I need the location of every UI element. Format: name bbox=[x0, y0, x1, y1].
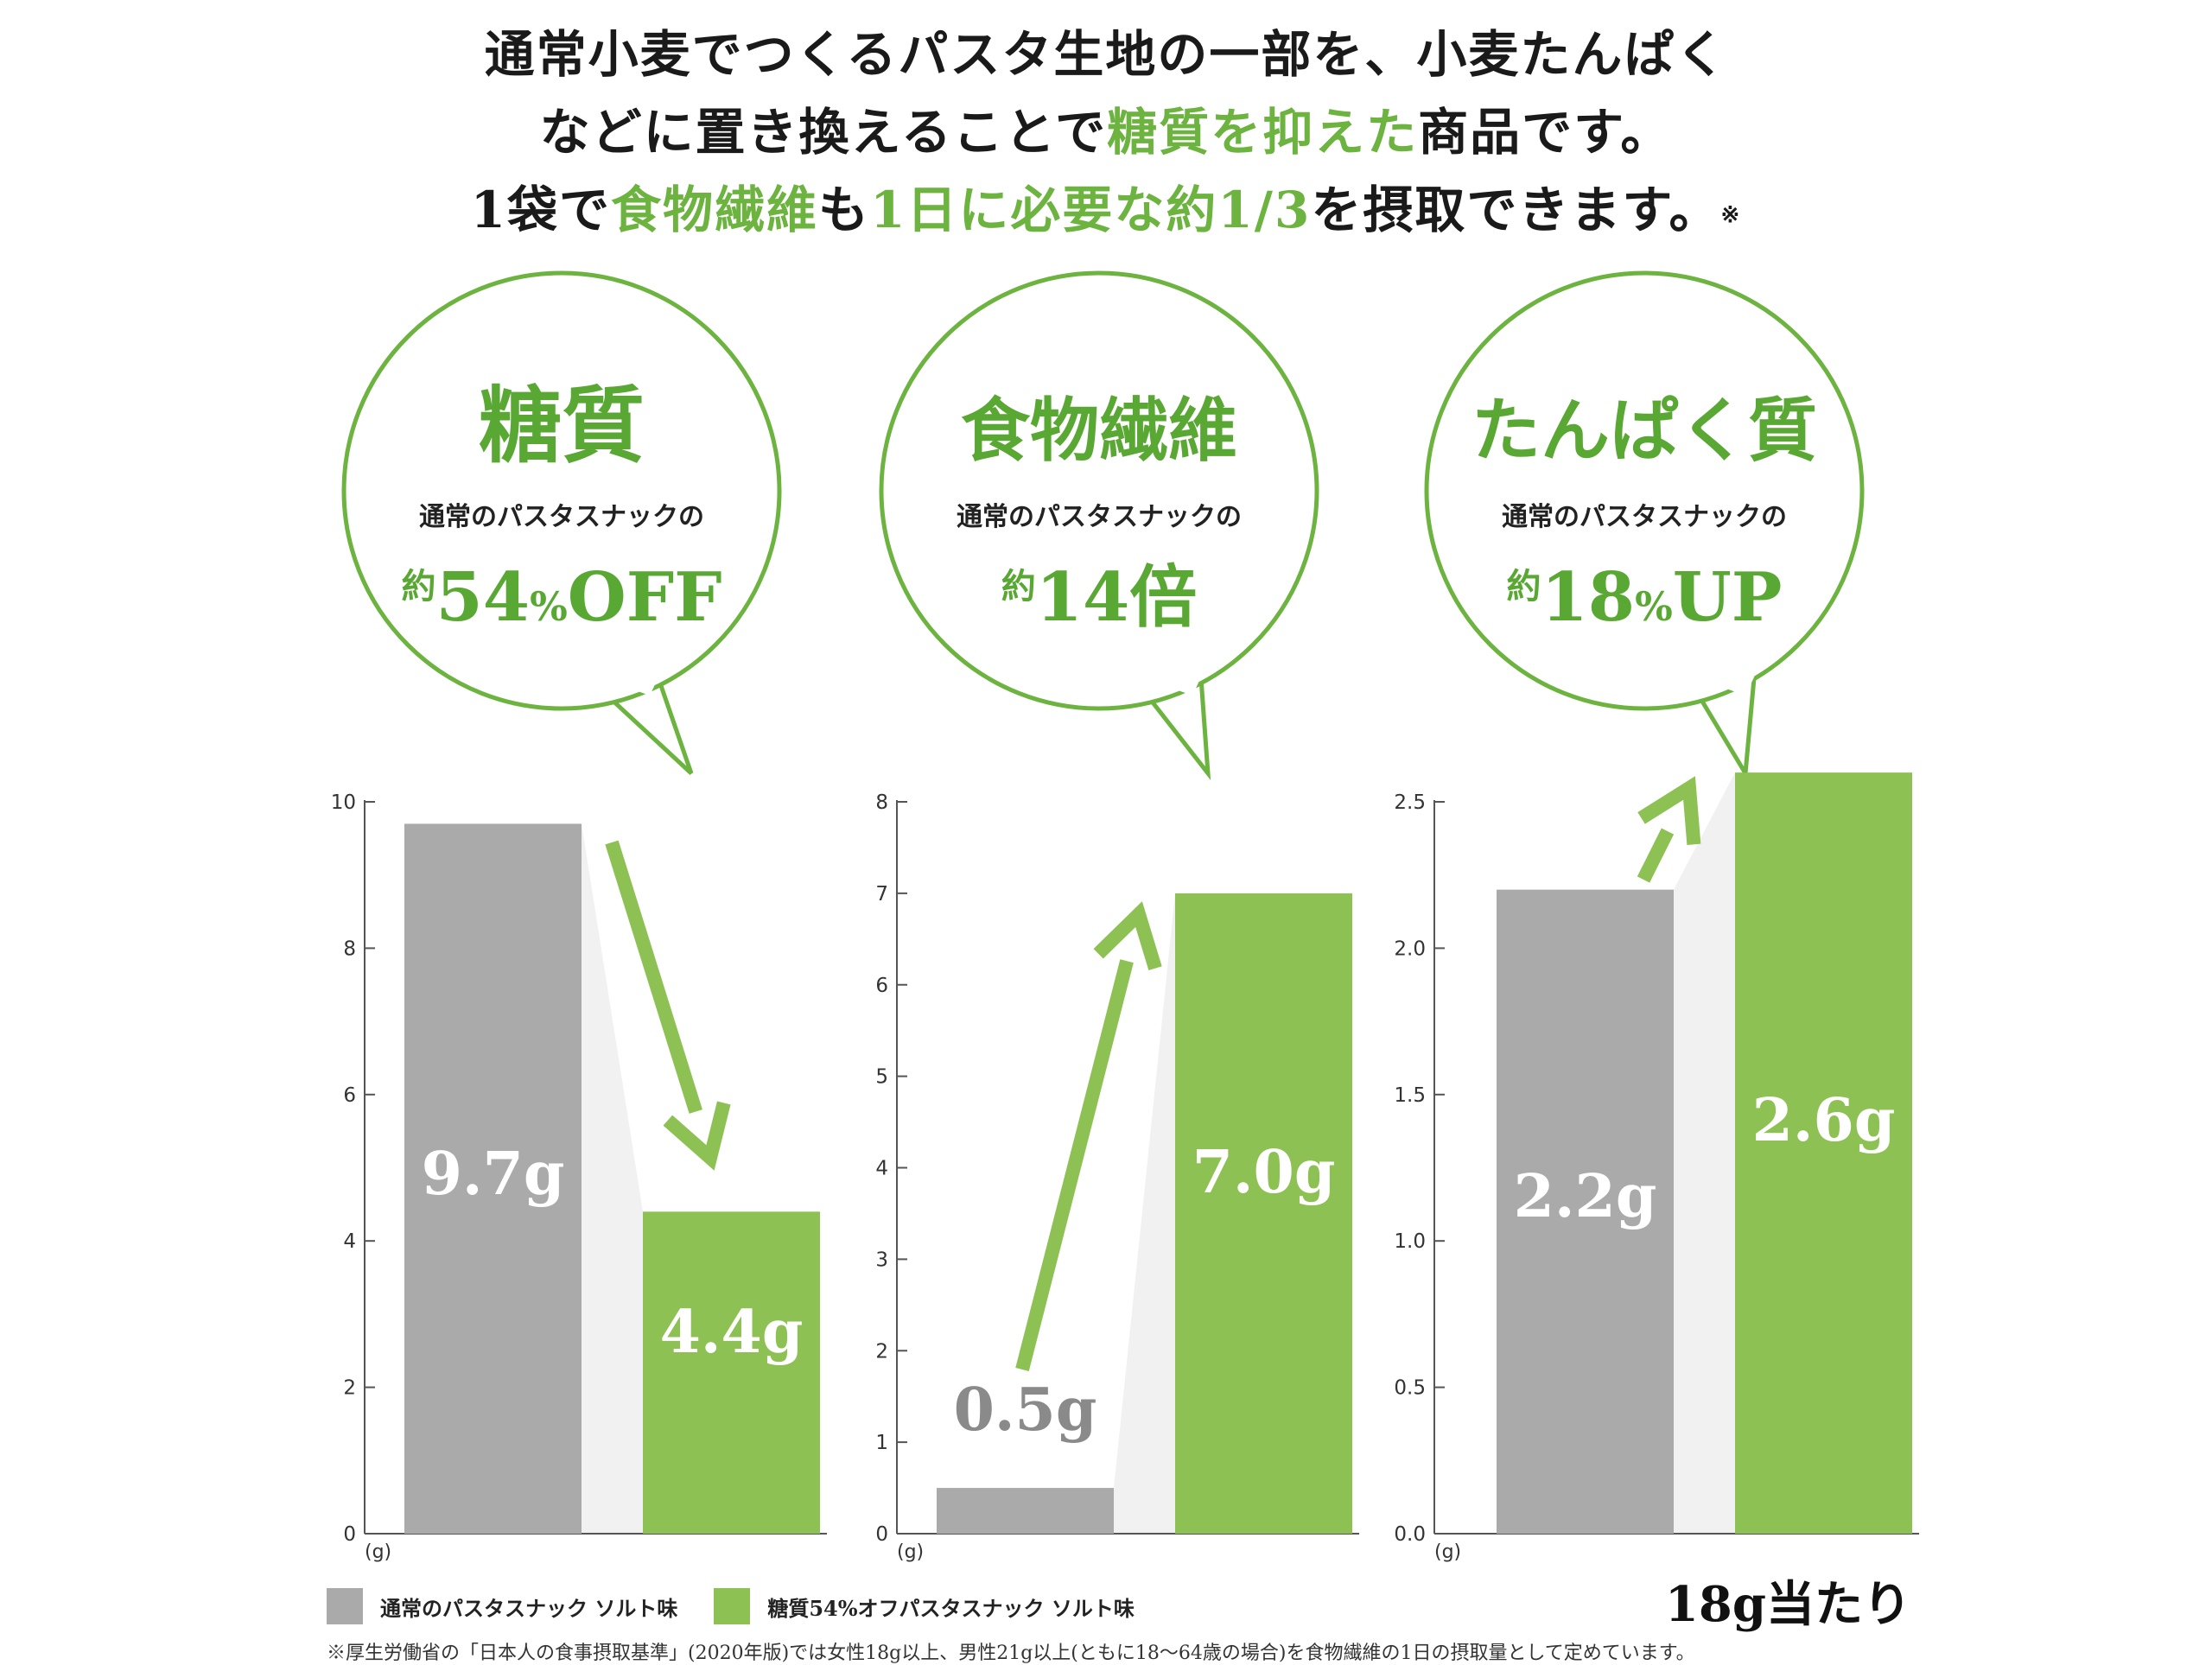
intro-line-2-a: などに置き換えることで bbox=[539, 103, 1108, 162]
y-tick-label: 0 bbox=[875, 1523, 888, 1546]
intro-note-mark: ※ bbox=[1720, 202, 1742, 228]
per-serving-label: 18g当たり bbox=[1664, 1576, 1911, 1633]
y-tick-label: 2.5 bbox=[1394, 791, 1426, 814]
intro-line-2: などに置き換えることで糖質を抑えた商品です。 bbox=[0, 93, 2212, 171]
y-tick-label: 8 bbox=[343, 937, 356, 960]
trend-arrow-down bbox=[605, 840, 731, 1171]
legend-label-regular: 通常のパスタスナック ソルト味 bbox=[380, 1595, 678, 1621]
bar-low-carb bbox=[1175, 893, 1352, 1534]
intro-line-2-highlight: 糖質を抑えた bbox=[1107, 103, 1419, 162]
bar-regular bbox=[1497, 889, 1674, 1534]
trend-arrow-up-fiber bbox=[1015, 901, 1162, 1371]
bubble-highlight: 約54%OFF bbox=[402, 558, 722, 637]
bubble-title: たんぱく質 bbox=[1471, 390, 1817, 471]
y-unit-label: (g) bbox=[365, 1541, 391, 1563]
bubble-highlight: 約18%UP bbox=[1507, 558, 1783, 637]
legend-label-low-carb: 糖質54%オフパスタスナック ソルト味 bbox=[767, 1595, 1135, 1621]
bubble-title: 糖質 bbox=[479, 377, 645, 474]
legend: 通常のパスタスナック ソルト味 糖質54%オフパスタスナック ソルト味 bbox=[327, 1588, 1171, 1624]
y-tick-label: 7 bbox=[875, 883, 888, 906]
intro-line-3-a: 1袋で bbox=[470, 181, 612, 239]
y-tick-label: 2.0 bbox=[1394, 937, 1426, 960]
bubble-title: 食物繊維 bbox=[961, 390, 1237, 471]
intro-line-3: 1袋で食物繊維も1日に必要な約1/3を摂取できます。※ bbox=[0, 171, 2212, 249]
y-tick-label: 2 bbox=[875, 1340, 888, 1363]
y-tick-label: 10 bbox=[331, 791, 356, 814]
data-label-low-carb: 4.4g bbox=[660, 1298, 804, 1367]
legend-swatch-regular bbox=[327, 1588, 363, 1624]
y-tick-label: 2 bbox=[343, 1377, 356, 1400]
arrow-head bbox=[1093, 901, 1162, 971]
bubble-subtitle: 通常のパスタスナックの bbox=[1502, 502, 1787, 532]
intro-line-3-e: を摂取できます。 bbox=[1311, 181, 1721, 239]
data-label-regular: 0.5g bbox=[954, 1376, 1097, 1445]
bar-regular bbox=[937, 1488, 1114, 1534]
bubble-circle bbox=[1424, 270, 1865, 711]
bar-connector bbox=[1114, 893, 1175, 1534]
y-tick-label: 1 bbox=[875, 1432, 888, 1454]
bar-regular bbox=[404, 823, 582, 1534]
y-unit-label: (g) bbox=[1434, 1541, 1461, 1563]
y-tick-label: 6 bbox=[343, 1084, 356, 1107]
bar-low-carb bbox=[1735, 772, 1912, 1534]
y-tick-label: 1.0 bbox=[1394, 1230, 1426, 1253]
intro-text: 通常小麦でつくるパスタ生地の一部を、小麦たんぱく などに置き換えることで糖質を抑… bbox=[0, 16, 2212, 249]
intro-line-2-c: 商品です。 bbox=[1418, 103, 1673, 162]
arrow-head bbox=[663, 1101, 731, 1171]
y-tick-label: 0 bbox=[343, 1523, 356, 1546]
y-tick-label: 5 bbox=[875, 1066, 888, 1089]
data-label-low-carb: 2.6g bbox=[1752, 1086, 1896, 1155]
bar-connector bbox=[582, 823, 643, 1534]
y-tick-label: 4 bbox=[875, 1158, 888, 1180]
arrow-head bbox=[1637, 776, 1701, 845]
bubble-tail-mask bbox=[1135, 666, 1206, 696]
y-tick-label: 4 bbox=[343, 1230, 356, 1253]
bubble-subtitle: 通常のパスタスナックの bbox=[419, 502, 704, 532]
arrow-shaft bbox=[605, 840, 702, 1114]
bubble-circle bbox=[879, 270, 1319, 711]
y-tick-label: 3 bbox=[875, 1249, 888, 1271]
legend-item-regular: 通常のパスタスナック ソルト味 bbox=[327, 1588, 677, 1624]
y-tick-label: 1.5 bbox=[1394, 1084, 1426, 1107]
y-tick-label: 6 bbox=[875, 975, 888, 997]
bar-low-carb bbox=[643, 1211, 820, 1534]
y-tick-label: 8 bbox=[875, 791, 888, 814]
arrow-shaft bbox=[1015, 959, 1134, 1371]
y-tick-label: 0.5 bbox=[1394, 1377, 1426, 1400]
bubble-circle bbox=[341, 270, 782, 711]
bubble-tail-mask bbox=[593, 666, 664, 696]
legend-swatch-low-carb bbox=[714, 1588, 751, 1624]
legend-item-low-carb: 糖質54%オフパスタスナック ソルト味 bbox=[714, 1588, 1135, 1624]
data-label-regular: 2.2g bbox=[1514, 1162, 1657, 1231]
bubble-subtitle: 通常のパスタスナックの bbox=[957, 502, 1242, 532]
bar-connector bbox=[1674, 772, 1735, 1534]
arrow-shaft bbox=[1637, 828, 1675, 883]
intro-line-3-highlight-amount: 1日に必要な約1/3 bbox=[870, 181, 1312, 239]
y-unit-label: (g) bbox=[897, 1541, 924, 1563]
intro-line-3-c: も bbox=[818, 181, 871, 239]
y-tick-label: 0.0 bbox=[1394, 1523, 1426, 1546]
bubble-highlight: 約14倍 bbox=[1001, 558, 1198, 637]
bubble-tail-mask bbox=[1688, 666, 1759, 696]
data-label-low-carb: 7.0g bbox=[1192, 1138, 1336, 1207]
intro-line-3-highlight-fiber: 食物繊維 bbox=[611, 181, 819, 239]
footnote: ※厚生労働省の「日本人の食事摂取基準」(2020年版)では女性18g以上、男性2… bbox=[327, 1643, 1695, 1664]
data-label-regular: 9.7g bbox=[422, 1140, 565, 1209]
trend-arrow-up-protein bbox=[1637, 776, 1701, 883]
intro-line-1: 通常小麦でつくるパスタ生地の一部を、小麦たんぱく bbox=[484, 25, 1728, 84]
